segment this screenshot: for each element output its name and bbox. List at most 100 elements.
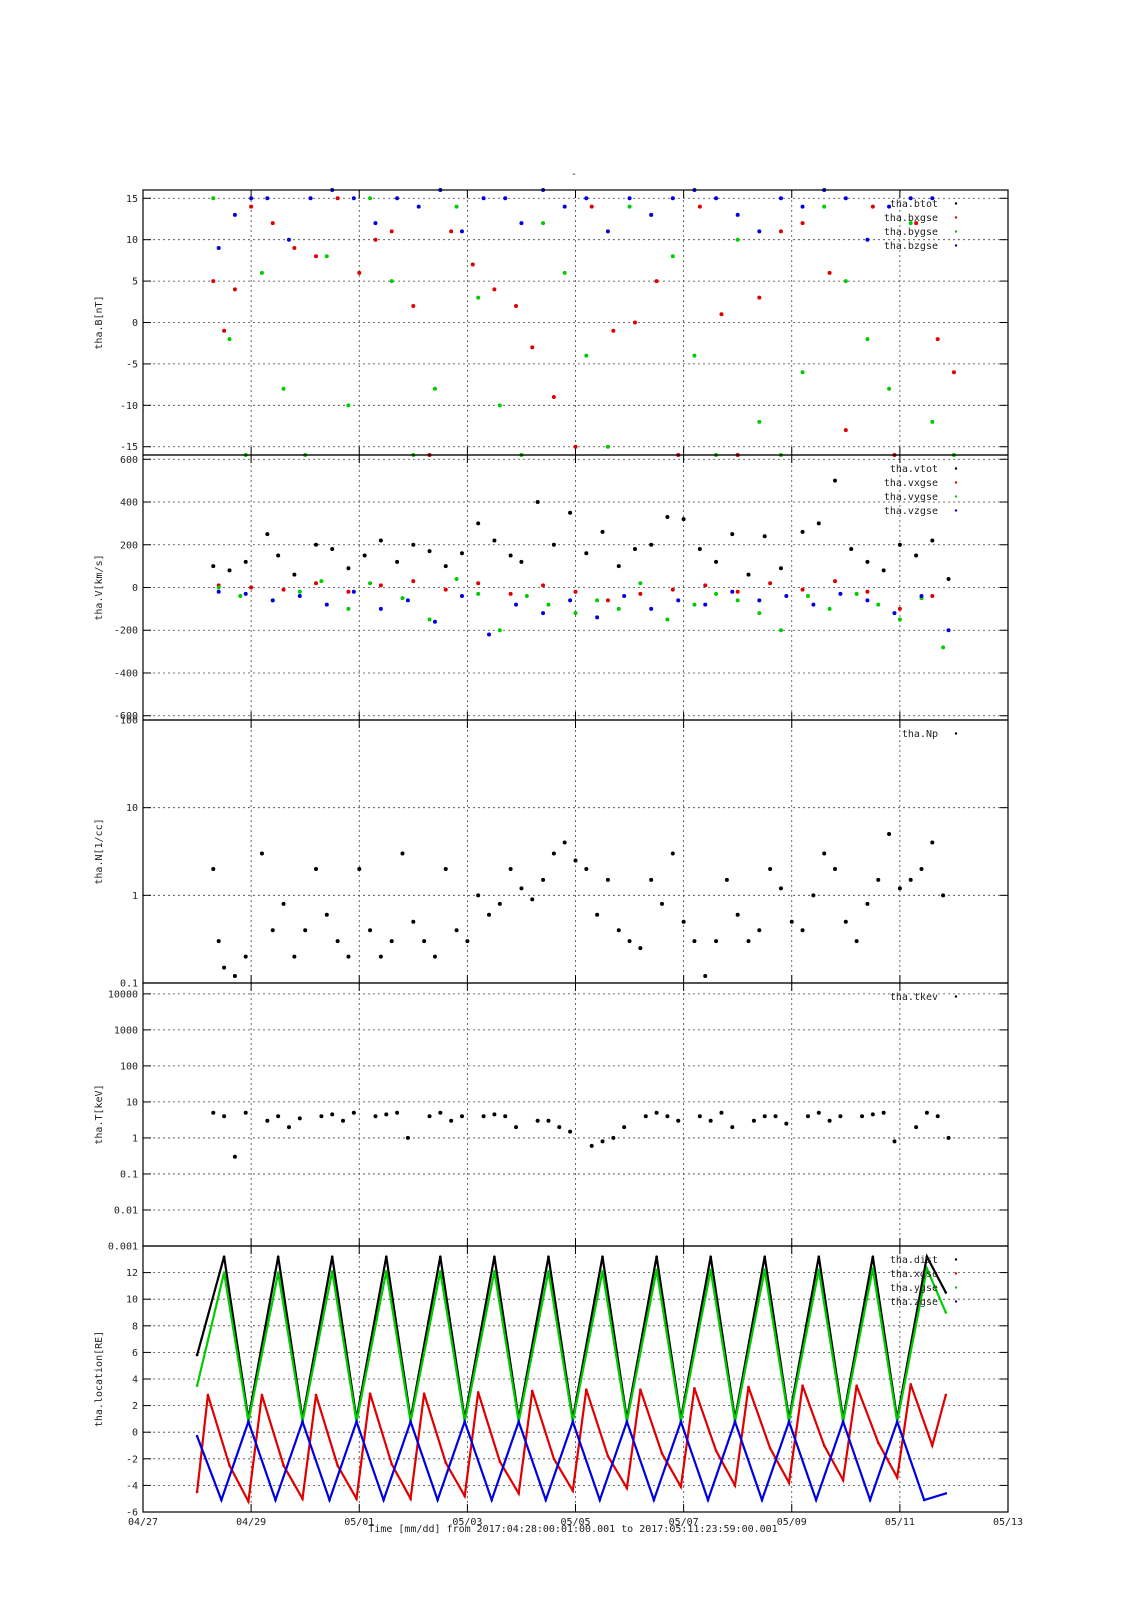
y-axis-label: tha.B[nT] xyxy=(94,295,105,349)
legend-marker xyxy=(954,995,958,998)
data-point xyxy=(925,1267,929,1270)
data-point xyxy=(476,295,481,300)
data-point xyxy=(324,602,329,607)
data-point xyxy=(625,1420,629,1423)
legend-marker xyxy=(954,732,958,735)
panel-3: 0.1 1 10 100 tha.N[1/cc] tha.Np xyxy=(94,716,1009,990)
legend-label: tha.bzgse xyxy=(884,241,938,252)
data-point xyxy=(222,1255,226,1258)
data-point xyxy=(865,901,870,906)
data-point xyxy=(751,1118,756,1123)
y-tick-label: 8 xyxy=(132,1321,138,1332)
data-point xyxy=(517,1420,521,1423)
data-point xyxy=(260,1393,264,1397)
data-point xyxy=(493,1255,496,1258)
y-tick-label: 0 xyxy=(132,1428,138,1439)
data-point xyxy=(544,1498,548,1502)
data-point xyxy=(222,965,227,970)
data-point xyxy=(551,395,556,400)
data-point xyxy=(476,893,481,898)
data-point xyxy=(541,583,546,588)
data-point xyxy=(944,1291,948,1294)
legend-label: tha.bxgse xyxy=(884,213,938,224)
data-point xyxy=(876,1441,880,1445)
data-point xyxy=(838,1114,843,1119)
data-point xyxy=(895,1420,899,1423)
data-point xyxy=(584,866,589,871)
data-point xyxy=(249,585,254,590)
data-point xyxy=(655,1255,658,1258)
legend-marker xyxy=(954,495,958,498)
data-point xyxy=(571,1420,575,1423)
data-point xyxy=(735,237,740,242)
data-point xyxy=(436,1498,439,1502)
data-point xyxy=(211,1110,216,1115)
data-point xyxy=(330,1269,334,1273)
y-tick-label: 10 xyxy=(126,235,138,246)
data-point xyxy=(676,1118,681,1123)
data-point xyxy=(843,196,848,201)
data-point xyxy=(216,585,221,590)
data-point xyxy=(800,587,805,592)
data-point xyxy=(286,237,291,242)
data-point xyxy=(247,1420,250,1423)
data-point xyxy=(259,270,264,275)
data-point xyxy=(503,196,508,201)
data-point xyxy=(211,196,216,201)
data-point xyxy=(800,370,805,375)
data-point xyxy=(649,212,654,217)
data-point xyxy=(449,229,454,234)
data-point xyxy=(292,245,297,250)
data-point xyxy=(314,254,318,259)
data-point xyxy=(546,602,551,607)
data-point xyxy=(762,1114,767,1119)
y-tick-label: 0 xyxy=(132,583,138,594)
data-point xyxy=(595,912,600,917)
legend-label: tha.vygse xyxy=(884,492,938,503)
data-point xyxy=(865,337,870,342)
data-point xyxy=(411,579,416,584)
data-point xyxy=(784,1121,789,1126)
data-point xyxy=(206,1393,210,1397)
legend-label: tha.vzgse xyxy=(884,506,938,517)
data-point xyxy=(757,598,762,603)
data-point xyxy=(789,919,794,924)
series-line-tha.ygse xyxy=(196,1264,947,1422)
x-tick-label: 05/03 xyxy=(452,1517,482,1528)
data-point xyxy=(778,886,783,891)
data-point xyxy=(814,1498,818,1502)
y-tick-label: -400 xyxy=(114,668,138,679)
data-point xyxy=(357,270,362,275)
data-point xyxy=(697,547,702,552)
data-point xyxy=(286,1125,291,1130)
data-point xyxy=(497,901,502,906)
data-point xyxy=(362,553,367,558)
data-point xyxy=(622,594,627,599)
data-point xyxy=(270,598,275,603)
data-point xyxy=(330,1255,334,1258)
data-point xyxy=(616,564,621,569)
legend-label: tha.tkev xyxy=(890,992,938,1003)
data-point xyxy=(735,589,740,594)
data-point xyxy=(292,572,297,577)
data-point xyxy=(568,1129,573,1134)
data-point xyxy=(724,877,729,882)
data-point xyxy=(746,572,751,577)
data-point xyxy=(281,386,286,391)
data-point xyxy=(492,538,497,543)
data-point xyxy=(346,403,351,408)
y-tick-label: 0.01 xyxy=(114,1205,138,1216)
data-point xyxy=(784,594,789,599)
data-point xyxy=(382,1498,385,1502)
data-point xyxy=(195,1490,199,1494)
data-point xyxy=(778,229,783,234)
data-point xyxy=(660,901,664,906)
data-point xyxy=(395,1110,400,1115)
data-point xyxy=(706,1498,710,1502)
data-point xyxy=(627,204,632,209)
data-point xyxy=(800,529,805,534)
data-point xyxy=(335,939,340,944)
top-mark: - xyxy=(571,169,577,180)
data-point xyxy=(463,1494,466,1498)
data-point xyxy=(616,928,621,933)
